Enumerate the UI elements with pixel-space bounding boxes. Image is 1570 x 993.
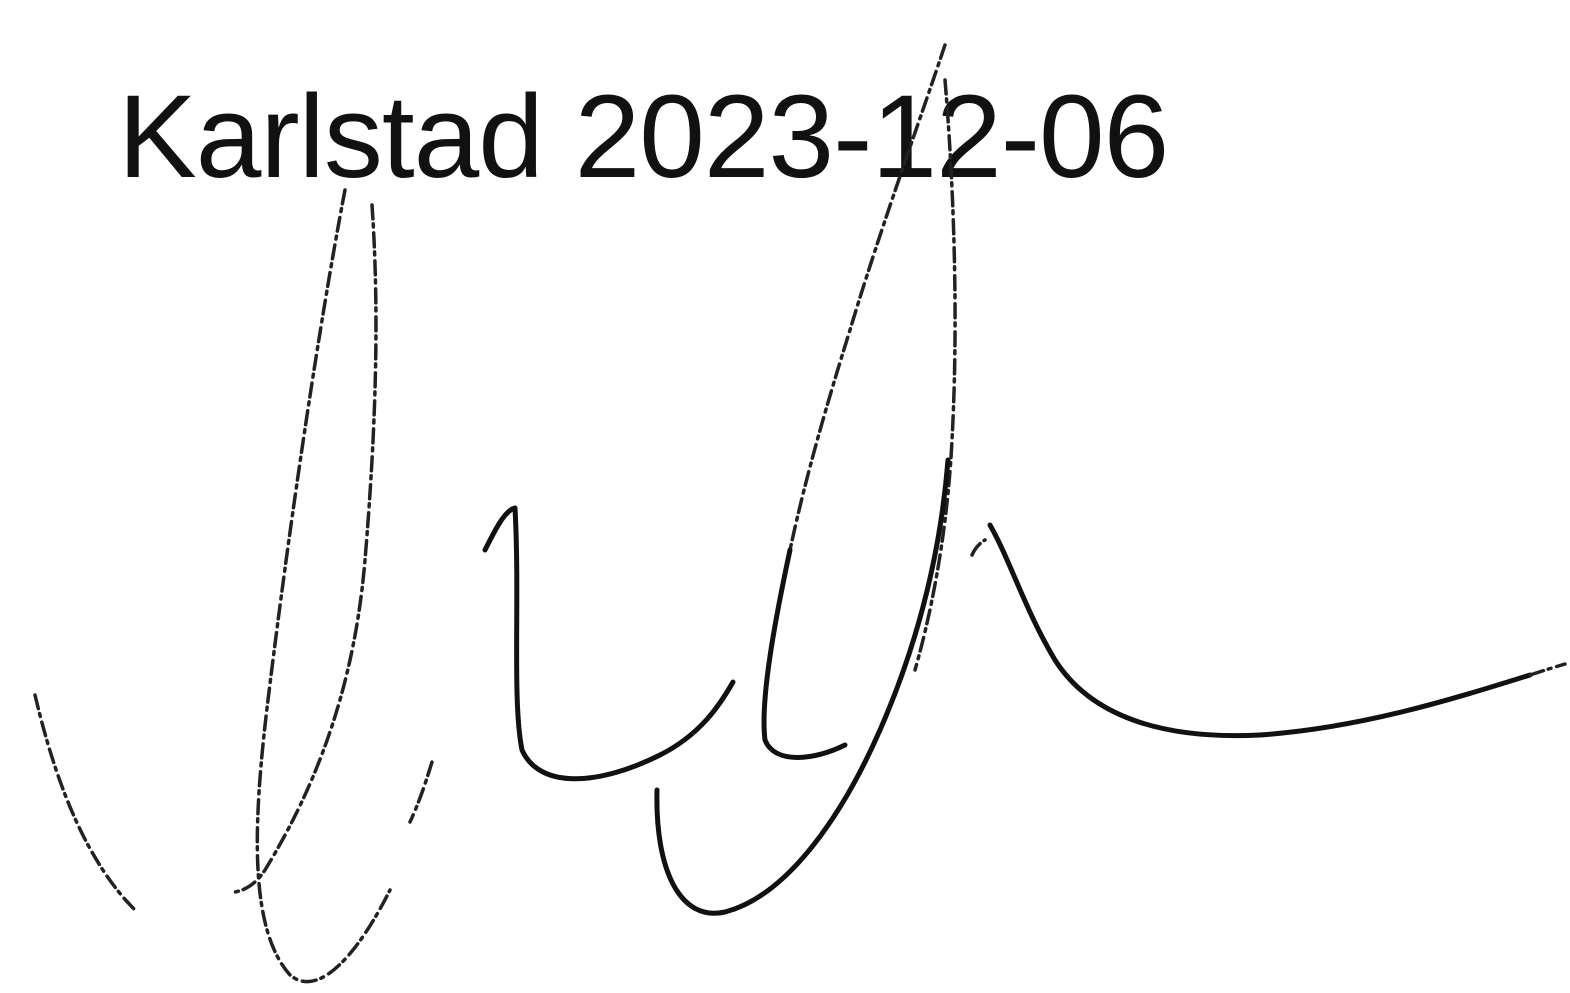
signature-stroke-tail (987, 522, 1533, 739)
signature-stroke-u-shape (482, 505, 736, 782)
place-date-line: Karlstad 2023-12-06 (118, 71, 1169, 203)
signature-stroke-first-loop (255, 188, 392, 984)
signature-stroke-tail-end (1528, 662, 1567, 677)
signature-stroke-second-loop-right (913, 78, 957, 672)
signature-stroke-first-loop-inner (233, 203, 378, 894)
signature-stroke-big-bowl (654, 457, 951, 916)
signature-stroke-left-hook (33, 693, 137, 912)
signature-stroke-second-loop-top (788, 43, 947, 552)
signature-stroke-second-loop (761, 547, 848, 760)
signature-stroke-dot (970, 538, 987, 557)
signature-stroke-small-tick (408, 760, 434, 824)
